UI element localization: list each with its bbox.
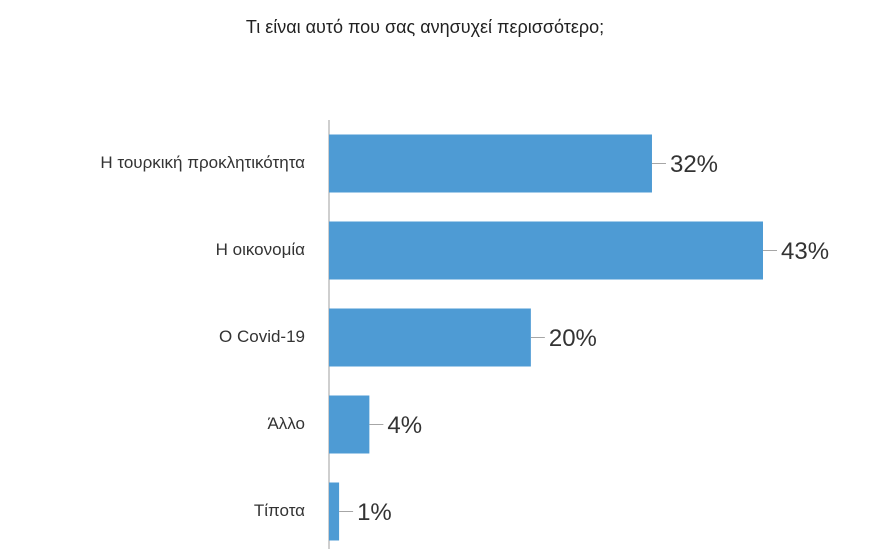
y-tick-label: Τίποτα [254,501,305,520]
value-label: 43% [781,238,829,265]
bar [329,395,370,454]
value-label: 32% [670,151,718,178]
y-tick-label: Ο Covid-19 [219,327,305,346]
value-label: 1% [357,499,392,526]
chart-title: Τι είναι αυτό που σας ανησυχεί περισσότε… [246,17,604,37]
y-tick-label: Η οικονομία [216,240,306,259]
bar [329,134,652,193]
bar [329,221,763,280]
bar [329,482,340,541]
y-tick-label: Άλλο [267,414,305,433]
value-label: 4% [387,412,422,439]
value-label: 20% [549,325,597,352]
y-tick-label: Η τουρκική προκλητικότητα [100,153,305,172]
bar [329,308,531,367]
